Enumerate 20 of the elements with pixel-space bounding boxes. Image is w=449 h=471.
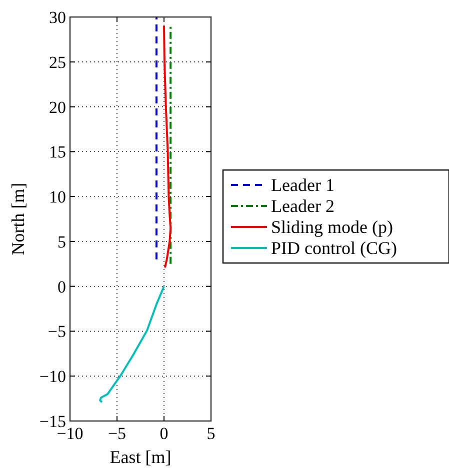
y-tick-label: 15 — [49, 142, 66, 162]
line-series — [99, 285, 165, 404]
y-tick-label: 5 — [58, 232, 66, 252]
y-tick-label: 30 — [49, 8, 66, 27]
x-tick-label: 5 — [206, 424, 216, 443]
y-tick-label: 25 — [49, 52, 66, 72]
legend-label: Leader 1 — [271, 175, 334, 195]
y-tick-label: −5 — [48, 322, 66, 342]
line-series — [163, 24, 172, 268]
y-tick-label: 0 — [58, 277, 66, 296]
legend-label: PID control (CG) — [271, 238, 397, 258]
x-axis-title: East [m] — [110, 447, 172, 467]
y-tick-label: 10 — [49, 188, 66, 207]
x-tick-label: −5 — [108, 424, 126, 443]
legend-label: Leader 2 — [271, 196, 334, 216]
x-tick-label: 0 — [160, 424, 168, 443]
y-tick-label: 20 — [49, 98, 66, 117]
y-tick-label: −10 — [39, 367, 66, 386]
legend-label: Sliding mode (p) — [271, 217, 393, 237]
y-axis-title: North [m] — [8, 182, 28, 256]
